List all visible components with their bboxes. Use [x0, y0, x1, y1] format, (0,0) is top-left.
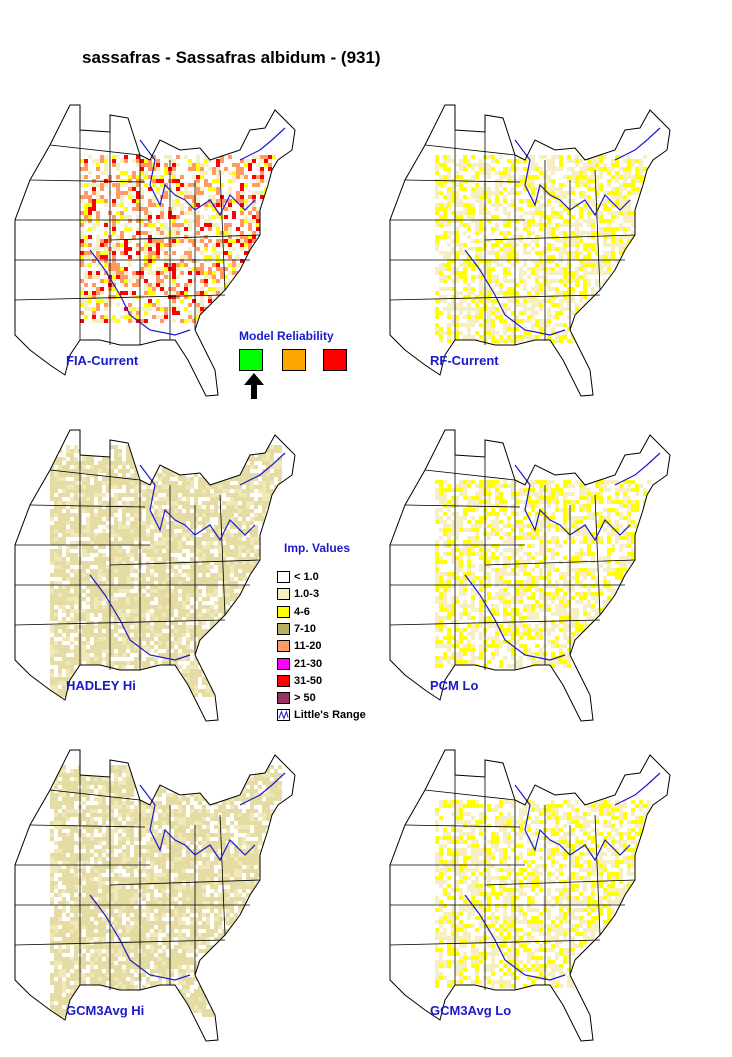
reliability-medium-box	[282, 349, 306, 371]
map-rf-current	[385, 100, 685, 400]
legend-label: 21-30	[294, 657, 323, 670]
legend-swatch	[277, 640, 290, 653]
legend-item-range: Little's Range	[277, 708, 366, 722]
us-map-svg	[389, 429, 671, 722]
map-hadley-hi	[10, 425, 310, 725]
legend-item: 31-50	[277, 674, 322, 688]
us-map-svg	[389, 749, 671, 1042]
legend-label: 1.0-3	[294, 588, 320, 601]
reliability-low-box	[323, 349, 347, 371]
legend-swatch	[277, 692, 290, 705]
us-map-svg	[389, 104, 671, 397]
legend-label: 11-20	[294, 640, 322, 653]
map-label-fia-current: FIA-Current	[66, 353, 139, 368]
legend-swatch	[277, 571, 290, 583]
map-gcm3avg-hi	[10, 745, 310, 1045]
legend-label: < 1.0	[294, 571, 319, 583]
map-fia-current	[10, 100, 310, 400]
legend-label: 31-50	[294, 674, 323, 687]
us-map-svg	[14, 749, 296, 1042]
page-title: sassafras - Sassafras albidum - (931)	[82, 48, 381, 67]
map-label-gcm3avg-lo: GCM3Avg Lo	[430, 1003, 512, 1018]
legend-item: < 1.0	[277, 570, 319, 584]
legend-label: > 50	[294, 692, 316, 705]
legend-label: 4-6	[294, 605, 310, 618]
map-label-pcm-lo: PCM Lo	[430, 678, 479, 693]
map-gcm3avg-lo	[385, 745, 685, 1045]
range-line-icon	[277, 709, 290, 721]
legend-item: 1.0-3	[277, 587, 319, 601]
legend-swatch	[277, 588, 290, 601]
legend-swatch	[277, 657, 290, 670]
map-label-rf-current: RF-Current	[430, 353, 499, 368]
map-label-gcm3avg-hi: GCM3Avg Hi	[66, 1003, 145, 1018]
legend-swatch	[277, 622, 290, 635]
map-pcm-lo	[385, 425, 685, 725]
legend-item: 11-20	[277, 639, 322, 653]
us-map-svg	[14, 104, 296, 397]
up-arrow-icon	[244, 373, 264, 399]
legend-item: > 50	[277, 691, 316, 705]
legend-swatch	[277, 605, 290, 618]
model-reliability-title: Model Reliability	[239, 329, 334, 343]
map-label-hadley-hi: HADLEY Hi	[66, 678, 136, 693]
legend-swatch	[277, 674, 290, 687]
legend-title: Imp. Values	[284, 541, 351, 555]
legend-item: 4-6	[277, 605, 310, 619]
us-map-svg	[14, 429, 296, 722]
legend-item: 7-10	[277, 622, 316, 636]
legend-label-range: Little's Range	[294, 709, 366, 721]
legend-label: 7-10	[294, 622, 317, 635]
legend-item: 21-30	[277, 657, 322, 671]
reliability-high-box	[239, 349, 263, 371]
